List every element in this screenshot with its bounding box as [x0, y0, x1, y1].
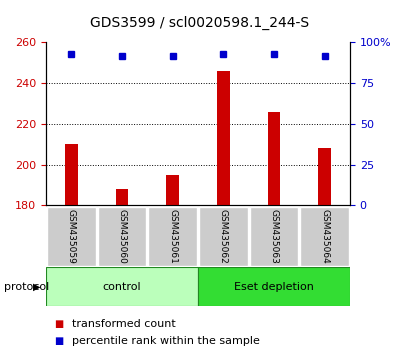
Bar [47, 207, 96, 266]
Bar [148, 207, 197, 266]
Text: GSM435059: GSM435059 [67, 209, 76, 264]
Text: GSM435062: GSM435062 [219, 209, 228, 264]
Text: Eset depletion: Eset depletion [234, 282, 314, 292]
Text: GDS3599 / scl0020598.1_244-S: GDS3599 / scl0020598.1_244-S [90, 16, 310, 30]
Bar [268, 112, 280, 205]
Bar [318, 148, 331, 205]
Text: ■: ■ [54, 319, 63, 329]
Bar [65, 144, 78, 205]
Text: ■: ■ [54, 336, 63, 346]
Text: GSM435064: GSM435064 [320, 209, 329, 264]
Text: protocol: protocol [4, 282, 49, 292]
Text: GSM435063: GSM435063 [270, 209, 278, 264]
Bar [166, 175, 179, 205]
Bar [98, 207, 146, 266]
Bar [198, 267, 350, 306]
Bar [116, 189, 128, 205]
Text: ▶: ▶ [34, 282, 41, 292]
Text: transformed count: transformed count [72, 319, 176, 329]
Text: GSM435060: GSM435060 [118, 209, 126, 264]
Bar [217, 71, 230, 205]
Text: GSM435061: GSM435061 [168, 209, 177, 264]
Text: percentile rank within the sample: percentile rank within the sample [72, 336, 260, 346]
Bar [300, 207, 349, 266]
Bar [199, 207, 248, 266]
Bar [250, 207, 298, 266]
Text: control: control [103, 282, 141, 292]
Bar [46, 267, 198, 306]
